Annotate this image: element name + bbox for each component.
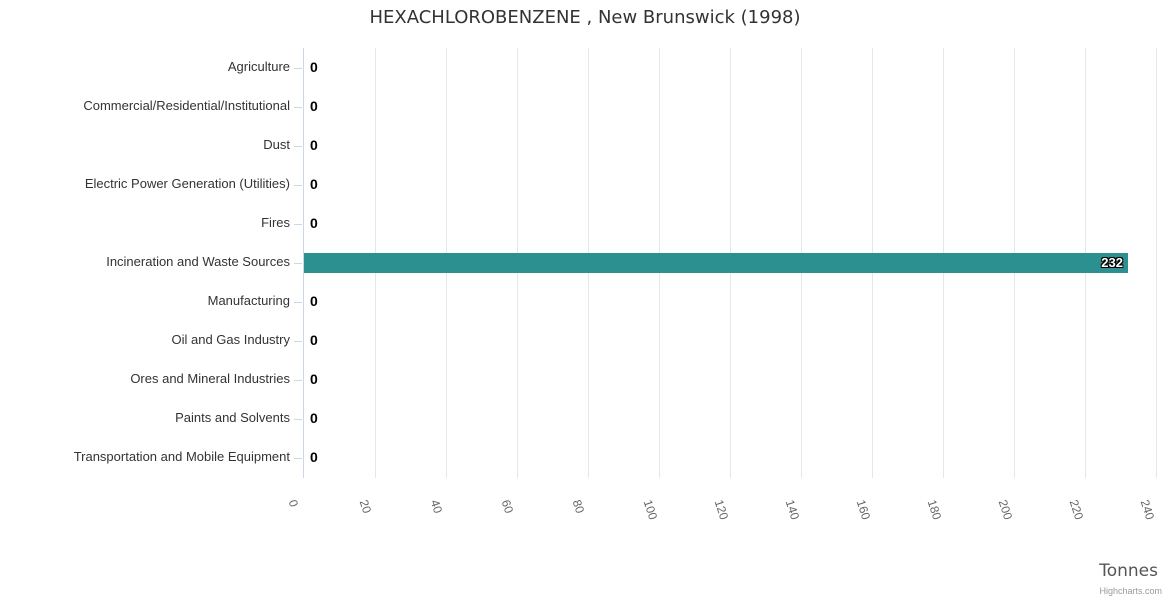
bar[interactable]: 232 <box>304 253 1128 273</box>
x-axis-tick-label: 60 <box>498 498 517 516</box>
x-axis-tick-label: 100 <box>640 498 661 522</box>
x-axis-tick-label: 20 <box>356 498 375 516</box>
category-tick <box>294 68 302 69</box>
bar-value-label: 0 <box>310 449 318 466</box>
category-tick <box>294 185 302 186</box>
bar-value-label: 0 <box>310 214 318 231</box>
category-tick <box>294 146 302 147</box>
x-axis-tick-label: 120 <box>711 498 732 522</box>
category-tick <box>294 107 302 108</box>
gridline <box>1156 48 1157 478</box>
x-axis-tick-label: 240 <box>1137 498 1158 522</box>
category-label: Fires <box>261 214 290 230</box>
x-axis-tick-label: 220 <box>1066 498 1087 522</box>
plot-area: 0 0 0 0 0 232 0 0 0 0 0 <box>303 48 1157 478</box>
category-label: Incineration and Waste Sources <box>106 254 290 269</box>
category-tick <box>294 224 302 225</box>
category-tick <box>294 341 302 342</box>
bar-value-label: 0 <box>310 332 318 349</box>
category-label: Oil and Gas Industry <box>171 332 291 348</box>
category-label: Agriculture <box>227 58 290 74</box>
x-axis-tick-label: 40 <box>427 498 446 516</box>
category-tick <box>294 302 302 303</box>
bar-value-label: 0 <box>310 136 318 153</box>
bar-value-label: 0 <box>310 410 318 427</box>
bar-value-label: 0 <box>310 293 318 310</box>
x-axis-tick-label: 200 <box>995 498 1016 522</box>
category-label: Paints and Solvents <box>175 410 290 426</box>
category-label: Electric Power Generation (Utilities) <box>84 175 290 191</box>
x-axis-tick-label: 180 <box>924 498 945 522</box>
category-tick <box>294 263 302 264</box>
bar-value-label: 0 <box>310 58 318 75</box>
bar-value-label: 0 <box>310 97 318 114</box>
category-label: Dust <box>263 136 290 152</box>
x-axis-tick-label: 140 <box>782 498 803 522</box>
bar-value-label: 0 <box>310 175 318 192</box>
x-axis-tick-label: 160 <box>853 498 874 522</box>
x-axis-tick-label: 0 <box>285 498 302 509</box>
category-tick <box>294 458 302 459</box>
bar-value-label: 232 <box>1101 255 1123 271</box>
category-label: Transportation and Mobile Equipment <box>73 449 290 465</box>
category-label: Ores and Mineral Industries <box>130 371 290 387</box>
category-tick <box>294 380 302 381</box>
category-label: Commercial/Residential/Institutional <box>83 97 290 113</box>
highcharts-credit[interactable]: Highcharts.com <box>1099 586 1162 596</box>
category-tick <box>294 419 302 420</box>
bar-value-label: 0 <box>310 371 318 388</box>
x-axis-title: Tonnes <box>1099 561 1158 581</box>
x-axis-tick-label: 80 <box>569 498 588 516</box>
chart-title: HEXACHLOROBENZENE , New Brunswick (1998) <box>369 7 801 28</box>
category-label: Manufacturing <box>207 293 290 309</box>
